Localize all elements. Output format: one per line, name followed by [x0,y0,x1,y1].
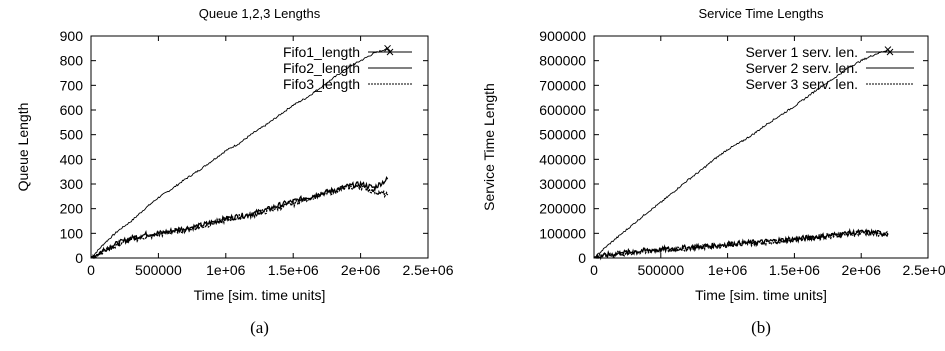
y-tick-label: 800 [60,53,84,69]
legend-label-1: Server 1 serv. len. [745,44,858,60]
y-tick-label: 400 [60,151,84,167]
x-tick-label: 1.5e+06 [268,262,319,278]
y-tick-label: 100000 [539,225,586,241]
y-tick-label: 400000 [539,151,586,167]
x-tick-label: 500000 [637,262,684,278]
plot-area [90,35,429,259]
x-tick-label: 1.5e+06 [769,262,820,278]
y-tick-label: 900 [60,28,84,44]
x-tick-label: 1e+06 [708,262,748,278]
chart-title: Queue 1,2,3 Lengths [199,6,321,21]
data-point-marker [884,46,892,53]
y-tick-label: 600000 [539,102,586,118]
legend-label-2: Server 2 serv. len. [745,60,858,76]
y-tick-label: 700000 [539,77,586,93]
series-line-3 [90,183,389,259]
x-axis-label: Time [sim. time units] [695,287,827,303]
y-axis-label: Queue Length [15,103,31,192]
y-tick-label: 200 [60,201,84,217]
x-tick-label: 2.5e+06 [903,262,945,278]
series-line-1 [90,47,388,259]
x-tick-label: 1e+06 [206,262,246,278]
legend-cross-marker [386,48,394,56]
y-tick-label: 0 [578,250,586,266]
y-axis-label: Service Time Length [481,83,497,211]
series-line-3 [593,229,889,261]
legend-label-2: Fifo2_length [283,60,360,76]
chart-panel-b: Service Time Lengths 0 500000 1e+06 1.5e+06 2… [481,6,945,337]
x-axis-label: Time [sim. time units] [194,287,326,303]
y-tick-label: 700 [60,77,84,93]
x-tick-label: 500000 [135,262,182,278]
x-tick-label: 0 [87,262,95,278]
x-tick-label: 2e+06 [842,262,882,278]
figure-caption: (b) [751,318,771,337]
y-tick-label: 800000 [539,53,586,69]
chart-panel-a: Queue 1,2,3 Lengths 0 500000 1e+06 1.5e+06 2e… [15,6,454,337]
y-tick-label: 300000 [539,176,586,192]
y-tick-label: 0 [75,250,83,266]
x-tick-label: 2e+06 [341,262,381,278]
y-tick-label: 500000 [539,127,586,143]
y-tick-label: 600 [60,102,84,118]
data-point-marker [384,44,391,52]
chart-title: Service Time Lengths [698,6,824,21]
y-tick-label: 300 [60,176,84,192]
y-tick-label: 200000 [539,201,586,217]
legend-label-3: Server 3 serv. len. [745,76,858,92]
plot-area [593,35,929,259]
x-tick-label: 0 [590,262,598,278]
legend-label-3: Fifo3_length [283,76,360,92]
legend-label-1: Fifo1_length [283,44,360,60]
x-tick-label: 2.5e+06 [403,262,454,278]
series-line-1 [593,49,889,258]
y-tick-label: 500 [60,127,84,143]
figure-caption: (a) [250,318,269,337]
y-tick-label: 100 [60,225,84,241]
y-tick-label: 900000 [539,28,586,44]
